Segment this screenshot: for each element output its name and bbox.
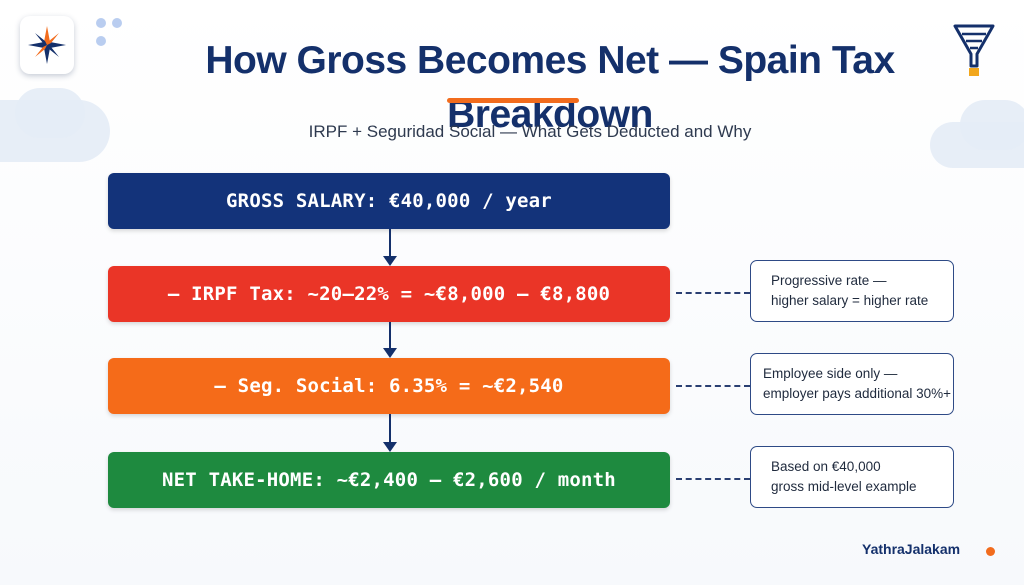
note-line: gross mid-level example: [771, 479, 917, 494]
net-take-home-box: NET TAKE-HOME: ~€2,400 – €2,600 / month: [108, 452, 670, 508]
brand-name: YathraJalakam: [862, 541, 961, 557]
background-cloud: [960, 100, 1024, 150]
note-line: higher salary = higher rate: [771, 293, 929, 308]
title-underline: [447, 98, 579, 103]
note-social-security: Employee side only — employer pays addit…: [750, 353, 954, 415]
logo-tile: [20, 16, 74, 74]
dashed-connector: [676, 478, 750, 480]
gross-salary-box: GROSS SALARY: €40,000 / year: [108, 173, 670, 229]
flow-arrow: [380, 414, 400, 452]
note-line: Employee side only —: [763, 366, 898, 381]
funnel-icon: [953, 24, 995, 76]
dashed-connector: [676, 292, 750, 294]
flow-arrow: [380, 229, 400, 266]
note-irpf: Progressive rate — higher salary = highe…: [750, 260, 954, 322]
social-security-box: — Seg. Social: 6.35% = ~€2,540: [108, 358, 670, 414]
irpf-tax-box: — IRPF Tax: ~20–22% = ~€8,000 – €8,800: [108, 266, 670, 322]
background-cloud: [15, 88, 85, 138]
flow-arrow: [380, 322, 400, 358]
note-line: Based on €40,000: [771, 459, 881, 474]
page-subtitle: IRPF + Seguridad Social — What Gets Dedu…: [308, 122, 752, 141]
brand-dot: [986, 547, 995, 556]
compass-star-icon: [28, 26, 66, 64]
note-example: Based on €40,000 gross mid-level example: [750, 446, 954, 508]
note-line: Progressive rate —: [771, 273, 887, 288]
note-line: employer pays additional 30%+: [763, 386, 951, 401]
dashed-connector: [676, 385, 750, 387]
page-title: How Gross Becomes Net — Spain Tax Breakd…: [205, 39, 895, 136]
